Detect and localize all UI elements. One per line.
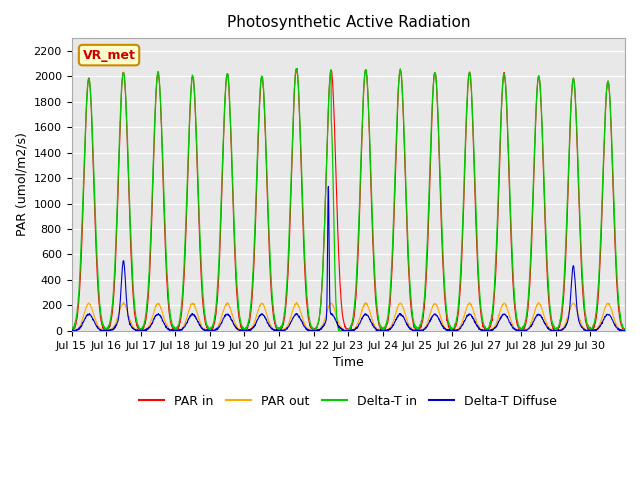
- Text: VR_met: VR_met: [83, 48, 136, 61]
- Y-axis label: PAR (umol/m2/s): PAR (umol/m2/s): [15, 132, 28, 237]
- Title: Photosynthetic Active Radiation: Photosynthetic Active Radiation: [227, 15, 470, 30]
- X-axis label: Time: Time: [333, 356, 364, 369]
- Legend: PAR in, PAR out, Delta-T in, Delta-T Diffuse: PAR in, PAR out, Delta-T in, Delta-T Dif…: [134, 390, 563, 413]
